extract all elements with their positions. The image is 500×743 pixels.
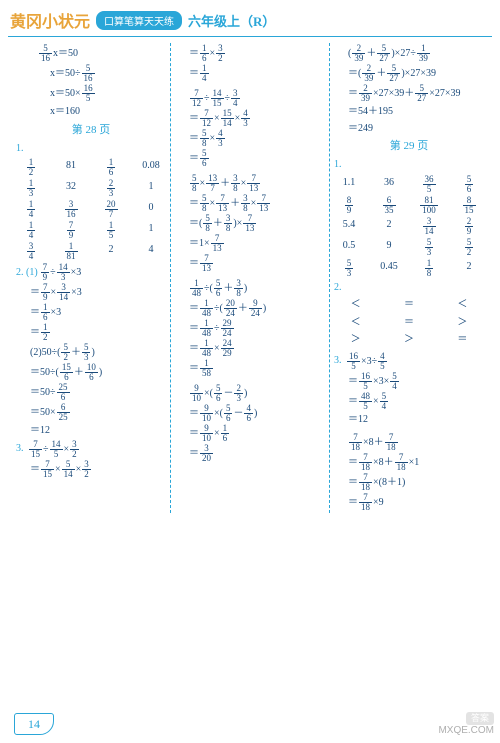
answer-grid-1: 1. 1281160.08133223114316207014791513418… xyxy=(16,141,166,262)
grade-label: 六年级上（R） xyxy=(188,11,275,30)
page-header: 黄冈小状元 口算笔算天天练 六年级上（R） xyxy=(0,0,500,36)
work-line: ＝910×(56－46) xyxy=(175,404,325,423)
work-line: 2. (1)79÷143×3 xyxy=(16,263,166,282)
work-line: ＝16×32 xyxy=(175,44,325,63)
grid-row: 1.1.1363655689635811008155.42314290.5953… xyxy=(334,157,484,278)
work-line: ＝12 xyxy=(16,423,166,439)
work-line: ＝249 xyxy=(334,121,484,137)
work-line: ＝(239＋527)×27×39 xyxy=(334,64,484,83)
work-line: ＝(58＋38)×713 xyxy=(175,214,325,233)
brand-logo: 黄冈小状元 xyxy=(10,8,90,32)
work-line: ＝718×9 xyxy=(334,493,484,512)
work-line: ＝16×3 xyxy=(16,303,166,322)
series-pill: 口算笔算天天练 xyxy=(96,11,182,30)
eq-line: x＝50×165 xyxy=(16,84,166,103)
work-line: ＝148×2429 xyxy=(175,339,325,358)
work-line: ＝56 xyxy=(175,149,325,168)
work-line: ＝1×713 xyxy=(175,234,325,253)
work-line: ＝58×43 xyxy=(175,129,325,148)
section-title-p28: 第 28 页 xyxy=(16,122,166,139)
content-columns: 516x＝50 x＝50÷516 x＝50×165 x＝160 第 28 页 1… xyxy=(0,43,500,513)
column-left: 516x＝50 x＝50÷516 x＝50×165 x＝160 第 28 页 1… xyxy=(12,43,170,513)
work-line: ＝712×1514×43 xyxy=(175,109,325,128)
work-line: 712÷1415÷34 xyxy=(175,89,325,108)
work-line: ＝12 xyxy=(16,323,166,342)
work-line: ＝58×713＋38×713 xyxy=(175,194,325,213)
work-line: ＝12 xyxy=(334,412,484,428)
work-line: ＝79×314×3 xyxy=(16,283,166,302)
work-line: ＝713 xyxy=(175,254,325,273)
work-line: ＝158 xyxy=(175,359,325,378)
compare-grid: 2.＜＝＜＜＝＞＞＞＝ xyxy=(334,280,484,348)
work-line: ＝239×27×39＋527×27×39 xyxy=(334,84,484,103)
work-line: 148÷(56＋38) xyxy=(175,279,325,298)
work-line: ＝718×(8＋1) xyxy=(334,473,484,492)
work-line: (2)50÷(52＋53) xyxy=(16,343,166,362)
work-line: ＝718×8＋718×1 xyxy=(334,453,484,472)
work-line: 3. 165×3÷45 xyxy=(334,352,484,371)
work-line: ＝148÷(2024＋924) xyxy=(175,299,325,318)
work-line: ＝165×3×54 xyxy=(334,372,484,391)
section-title-p29: 第 29 页 xyxy=(334,138,484,155)
eq-line: 516x＝50 xyxy=(16,44,166,63)
header-rule xyxy=(8,36,492,37)
work-line: 718×8＋718 xyxy=(334,433,484,452)
watermark-site: MXQE.COM xyxy=(438,725,494,737)
work-line: ＝50÷(156＋106) xyxy=(16,363,166,382)
answer-grid-2: 1.1.1363655689635811008155.42314290.5953… xyxy=(334,157,484,278)
watermark-badge: 答案 xyxy=(466,712,494,725)
grid-row: 1. 1281160.08133223114316207014791513418… xyxy=(16,141,166,262)
column-right: (239＋527)×27÷139 ＝(239＋527)×27×39 ＝239×2… xyxy=(330,43,488,513)
work-line: (239＋527)×27÷139 xyxy=(334,44,484,63)
eq-line: x＝160 xyxy=(16,104,166,120)
page-number-badge: 14 xyxy=(14,713,54,735)
work-line: ＝14 xyxy=(175,64,325,83)
eq-line: x＝50÷516 xyxy=(16,64,166,83)
work-line: ＝54＋195 xyxy=(334,104,484,120)
column-middle: ＝16×32 ＝14 712÷1415÷34 ＝712×1514×43 ＝58×… xyxy=(170,43,330,513)
work-line: ＝320 xyxy=(175,444,325,463)
work-line: ＝50÷256 xyxy=(16,383,166,402)
work-line: 58×137＋38×713 xyxy=(175,174,325,193)
watermark: 答案 MXQE.COM xyxy=(438,712,494,737)
work-line: ＝910×16 xyxy=(175,424,325,443)
work-line: 910×(56－23) xyxy=(175,384,325,403)
work-line: ＝485×54 xyxy=(334,392,484,411)
work-line: ＝715×514×32 xyxy=(16,460,166,479)
work-line: ＝148÷2924 xyxy=(175,319,325,338)
work-line: 3. 715÷145×32 xyxy=(16,440,166,459)
work-line: ＝50×625 xyxy=(16,403,166,422)
